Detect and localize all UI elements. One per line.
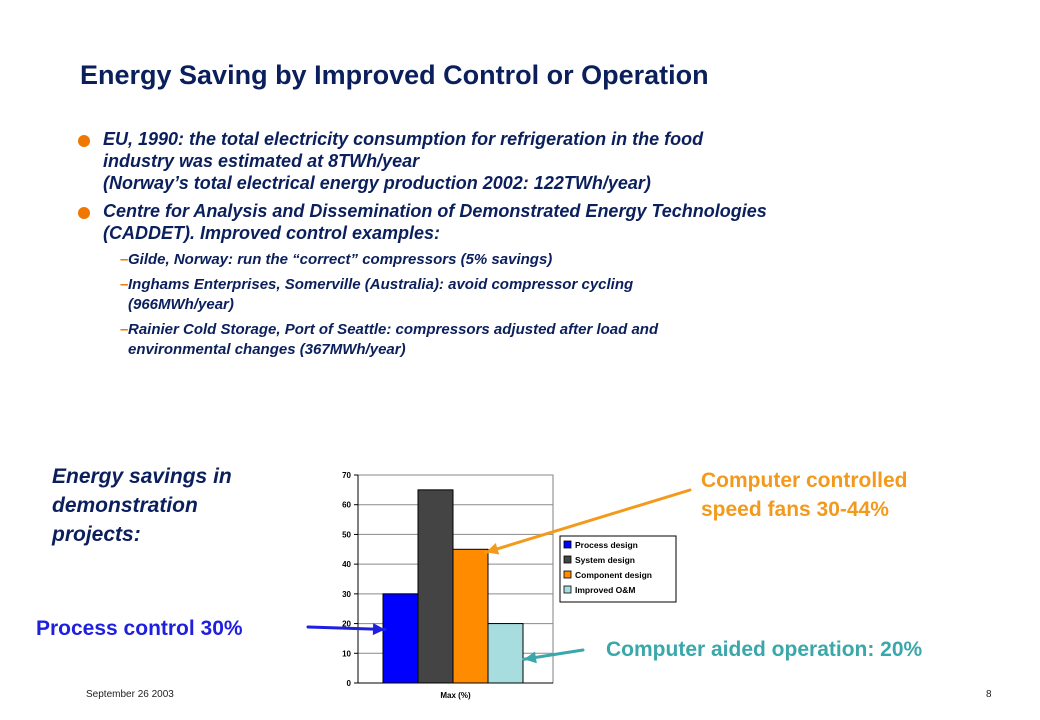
annotation-line: speed fans 30-44%	[701, 498, 889, 521]
y-tick-label: 40	[342, 560, 351, 569]
subitem-line: Rainier Cold Storage, Port of Seattle: c…	[128, 321, 659, 338]
legend-label: System design	[575, 555, 635, 565]
legend-label: Component design	[575, 570, 652, 580]
subitem-line: Inghams Enterprises, Somerville (Austral…	[128, 276, 634, 293]
arrow-to-process-design	[306, 625, 387, 632]
bullet-line: (CADDET). Improved control examples:	[103, 223, 441, 243]
footer-date: September 26 2003	[86, 689, 174, 700]
bar-improved-o-m	[487, 623, 524, 684]
dash-icon: –	[120, 251, 129, 268]
bullet-dot-icon	[78, 135, 90, 147]
y-tick-label: 70	[342, 471, 351, 480]
arrow-to-component-design-head	[486, 543, 500, 555]
subitem-line: environmental changes (367MWh/year)	[128, 341, 406, 358]
legend-label: Process design	[575, 540, 638, 550]
bar-system-design	[417, 489, 454, 684]
dash-icon: –	[120, 321, 129, 338]
bullet-line: EU, 1990: the total electricity consumpt…	[103, 129, 704, 149]
y-tick-label: 0	[347, 679, 352, 688]
annotation-speed-fans: Computer controlled speed fans 30-44%	[701, 466, 908, 524]
bullet-eu-consumption: EU, 1990: the total electricity consumpt…	[78, 128, 1018, 194]
bullet-line: industry was estimated at 8TWh/year	[103, 151, 420, 171]
dash-icon: –	[120, 276, 129, 293]
arrow-to-component-design	[484, 488, 692, 554]
legend-swatch	[563, 570, 572, 579]
chart-caption-line: demonstration	[52, 494, 198, 517]
slide-title: Energy Saving by Improved Control or Ope…	[80, 60, 709, 90]
chart-caption: Energy savings in demonstration projects…	[52, 462, 312, 549]
y-tick-label: 10	[342, 649, 351, 658]
legend-box	[559, 535, 677, 603]
x-axis-label: Max (%)	[440, 691, 471, 700]
subitem-inghams: – Inghams Enterprises, Somerville (Austr…	[78, 275, 1018, 315]
bar-process-design	[382, 593, 419, 684]
annotation-line: Computer controlled	[701, 469, 908, 492]
arrow-to-process-design-head	[372, 623, 385, 636]
bar-component-design	[452, 548, 489, 684]
chart-caption-line: Energy savings in	[52, 465, 232, 488]
legend-label: Improved O&M	[575, 585, 635, 595]
bullet-list: EU, 1990: the total electricity consumpt…	[78, 128, 1018, 360]
legend-swatch	[563, 540, 572, 549]
bullet-dot-icon	[78, 207, 90, 219]
y-tick-label: 60	[342, 501, 351, 510]
bullet-caddet: Centre for Analysis and Dissemination of…	[78, 200, 1018, 244]
subitem-rainier: – Rainier Cold Storage, Port of Seattle:…	[78, 320, 1018, 360]
annotation-process-control: Process control 30%	[36, 617, 243, 640]
legend-swatch	[563, 555, 572, 564]
arrow-to-improved-om-head	[524, 651, 537, 664]
bullet-line: (Norway’s total electrical energy produc…	[103, 173, 651, 193]
subitem-line: Gilde, Norway: run the “correct” compres…	[128, 251, 553, 268]
annotation-computer-aided: Computer aided operation: 20%	[606, 638, 923, 661]
subitem-gilde: – Gilde, Norway: run the “correct” compr…	[78, 250, 1018, 270]
legend-swatch	[563, 585, 572, 594]
page-number: 8	[986, 689, 992, 700]
subitem-line: (966MWh/year)	[128, 296, 234, 313]
y-tick-label: 20	[342, 620, 351, 629]
chart-caption-line: projects:	[52, 523, 141, 546]
bullet-line: Centre for Analysis and Dissemination of…	[103, 201, 767, 221]
y-tick-label: 30	[342, 590, 351, 599]
y-tick-label: 50	[342, 530, 351, 539]
